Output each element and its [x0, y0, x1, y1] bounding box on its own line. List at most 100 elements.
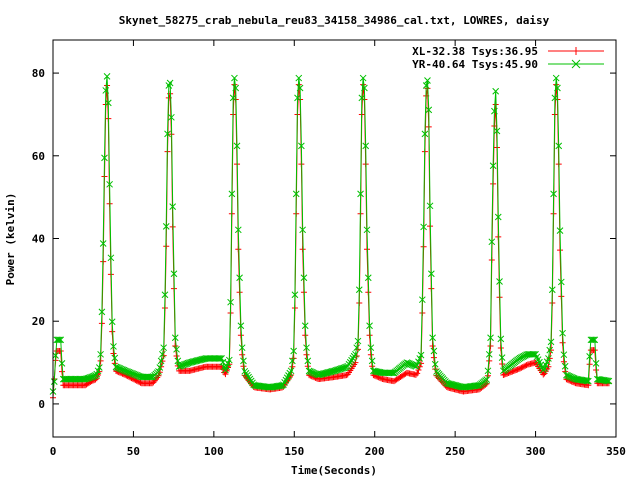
data-point [295, 74, 303, 82]
data-point [228, 190, 236, 198]
data-point [328, 368, 336, 375]
data-point [363, 226, 371, 234]
data-point [191, 357, 198, 365]
data-point [429, 334, 436, 342]
data-point [353, 344, 361, 352]
data-point [218, 355, 225, 362]
data-point [168, 113, 175, 121]
data-point [364, 274, 372, 282]
data-point [415, 367, 422, 374]
data-point [591, 336, 599, 344]
data-point [192, 357, 200, 365]
y-tick-label: 80 [32, 67, 45, 80]
data-point [189, 358, 197, 366]
data-point [108, 318, 116, 326]
data-point [361, 84, 368, 92]
data-point [196, 356, 204, 364]
data-point [445, 380, 453, 388]
data-point [171, 334, 179, 342]
data-point [484, 367, 492, 375]
data-point [327, 368, 335, 376]
x-tick-label: 300 [526, 445, 546, 458]
y-tick-label: 20 [32, 315, 45, 328]
data-point [104, 99, 112, 107]
data-point [592, 360, 600, 367]
data-point [232, 84, 240, 92]
data-point [546, 355, 553, 362]
data-point [97, 350, 104, 358]
data-point [300, 274, 308, 282]
data-point [299, 226, 307, 234]
data-point [554, 84, 561, 92]
data-point [107, 254, 115, 262]
data-point [156, 364, 164, 371]
data-point [355, 286, 363, 294]
data-point [560, 358, 567, 365]
data-point [195, 356, 202, 364]
data-point [417, 351, 425, 359]
data-point [193, 357, 201, 365]
data-point [489, 162, 497, 170]
data-point [414, 370, 421, 377]
data-point [325, 369, 332, 376]
data-point [485, 350, 493, 358]
data-point [188, 358, 196, 366]
data-point [198, 355, 206, 363]
x-tick-label: 50 [127, 445, 140, 458]
data-point [540, 371, 547, 378]
data-point [416, 363, 423, 370]
data-point [322, 369, 330, 377]
legend-marker [572, 47, 580, 55]
data-point [366, 322, 373, 330]
data-point [111, 354, 119, 362]
data-point [488, 238, 496, 246]
data-point [359, 74, 367, 82]
data-point [358, 94, 366, 102]
data-point [238, 344, 246, 352]
data-point [388, 369, 395, 377]
data-point [103, 73, 111, 80]
data-point [50, 378, 58, 385]
data-point [106, 180, 113, 188]
data-point [584, 377, 592, 385]
data-point [318, 370, 326, 378]
data-point [101, 154, 108, 162]
y-axis-label: Power (kelvin) [4, 193, 17, 286]
data-point [319, 370, 327, 378]
data-point [98, 308, 106, 316]
chart-title: Skynet_58275_crab_nebula_reu83_34158_349… [119, 14, 550, 27]
series-line [52, 84, 609, 398]
data-point [187, 358, 195, 366]
data-point [492, 87, 500, 95]
data-point [216, 355, 224, 362]
data-point [518, 364, 525, 371]
data-point [586, 353, 593, 360]
data-point [57, 336, 65, 344]
x-axis: 0 50 100 150 200 250 300 350 [50, 40, 626, 458]
data-point [56, 336, 63, 344]
data-point [291, 291, 299, 299]
data-point [546, 346, 554, 354]
data-point [496, 278, 503, 285]
data-point [548, 347, 555, 354]
data-point [430, 347, 438, 355]
legend-entry-label: YR-40.64 Tsys:45.90 [412, 58, 538, 71]
data-point [303, 344, 310, 352]
plot-area [49, 73, 613, 401]
x-tick-label: 250 [445, 445, 465, 458]
data-point [59, 368, 66, 375]
data-point [422, 82, 430, 89]
data-point [491, 107, 498, 115]
data-point [316, 371, 323, 379]
data-point [449, 381, 457, 389]
data-point [294, 94, 301, 102]
y-tick-label: 60 [32, 150, 45, 163]
data-point [240, 357, 247, 365]
data-point [54, 336, 62, 344]
data-point [588, 336, 596, 344]
data-point [473, 382, 480, 390]
data-point [197, 356, 205, 364]
data-point [560, 351, 568, 359]
data-point [161, 291, 169, 299]
x-tick-label: 200 [365, 445, 385, 458]
